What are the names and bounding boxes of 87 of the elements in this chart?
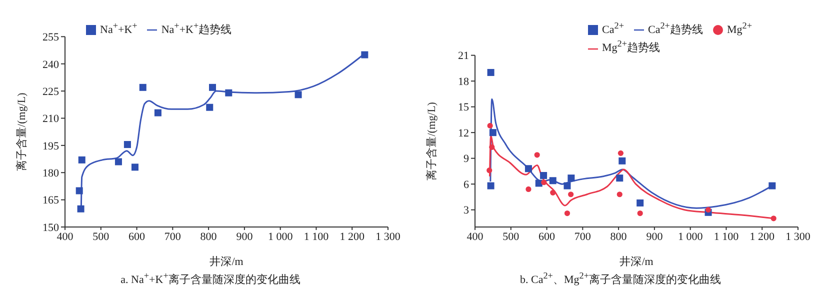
x-tick-label: 1 000 bbox=[678, 230, 704, 243]
x-tick-label: 1 200 bbox=[750, 230, 775, 243]
point bbox=[768, 182, 776, 190]
legend-label: Na$^{+}$+K$^{+}$趋势线 bbox=[161, 20, 232, 36]
point bbox=[486, 168, 492, 174]
y-tick-label: 225 bbox=[42, 86, 60, 98]
x-tick-label: 500 bbox=[92, 230, 110, 243]
y-tick-label: 6 bbox=[464, 178, 470, 191]
y-tick-label: 18 bbox=[458, 76, 470, 88]
point bbox=[114, 158, 122, 166]
y-tick-label: 255 bbox=[42, 32, 60, 44]
x-tick-label: 1 000 bbox=[268, 230, 294, 243]
point bbox=[77, 205, 84, 212]
point bbox=[489, 144, 495, 150]
point bbox=[526, 186, 532, 192]
point bbox=[206, 104, 214, 111]
point bbox=[550, 190, 556, 196]
y-tick-label: 3 bbox=[464, 204, 470, 217]
x-tick-label: 700 bbox=[164, 230, 182, 243]
point bbox=[124, 141, 131, 148]
point bbox=[770, 216, 776, 222]
x-tick-label: 1 300 bbox=[786, 230, 811, 243]
point bbox=[568, 192, 574, 198]
point bbox=[487, 182, 494, 190]
point bbox=[540, 172, 548, 179]
point bbox=[489, 129, 496, 136]
legend-label: Mg$^{2+}$趋势线 bbox=[602, 38, 660, 54]
point bbox=[618, 157, 626, 164]
legend-label: Ca$^{2+}$趋势线 bbox=[648, 20, 703, 36]
y-tick-label: 195 bbox=[42, 140, 60, 152]
y-tick-label: 150 bbox=[42, 222, 60, 234]
y-tick-label: 12 bbox=[458, 127, 469, 140]
point bbox=[225, 89, 232, 96]
point bbox=[487, 68, 494, 76]
y-tick-label: 210 bbox=[42, 113, 60, 126]
point bbox=[564, 210, 570, 216]
x-tick-label: 600 bbox=[128, 230, 146, 243]
y-tick-label: 15 bbox=[458, 102, 470, 114]
point bbox=[568, 174, 575, 182]
x-tick-label: 1 200 bbox=[340, 230, 365, 243]
point bbox=[616, 192, 622, 198]
text: a. Na$^{+}$+K$^{+}$离子含量随深度的变化曲线 bbox=[120, 270, 300, 286]
x-tick-label: 1 100 bbox=[714, 230, 740, 243]
x-tick-label: 1 100 bbox=[304, 230, 330, 243]
x-tick-label: 600 bbox=[538, 230, 556, 243]
point bbox=[524, 165, 532, 172]
point bbox=[139, 84, 146, 91]
y-axis-title: 离子含量/(mg/L) bbox=[14, 92, 28, 171]
x-tick-label: 1 300 bbox=[376, 230, 401, 243]
point bbox=[209, 84, 216, 91]
point bbox=[618, 150, 624, 156]
point bbox=[636, 199, 644, 206]
text: b. Ca$^{2+}$、Mg$^{2+}$离子含量随深度的变化曲线 bbox=[520, 270, 721, 286]
point bbox=[541, 180, 547, 186]
x-tick-label: 700 bbox=[574, 230, 592, 243]
point bbox=[616, 174, 624, 182]
y-tick-label: 21 bbox=[458, 50, 469, 62]
point bbox=[705, 207, 712, 213]
point bbox=[154, 109, 162, 116]
legend-label: Mg$^{2+}$ bbox=[726, 20, 752, 36]
x-tick-label: 400 bbox=[466, 230, 484, 243]
point bbox=[549, 177, 556, 184]
point bbox=[534, 152, 540, 158]
y-axis-title: 离子含量/(mg/L) bbox=[424, 102, 438, 180]
x-tick-label: 400 bbox=[56, 230, 74, 243]
point bbox=[78, 156, 86, 164]
y-tick-label: 180 bbox=[42, 168, 60, 180]
x-tick-label: 500 bbox=[502, 230, 520, 243]
point bbox=[361, 51, 368, 58]
point bbox=[294, 91, 302, 98]
x-axis-title: 井深/m bbox=[620, 255, 654, 268]
legend-label: Na$^{+}$+K$^{+}$ bbox=[100, 20, 138, 36]
x-axis-title: 井深/m bbox=[210, 255, 244, 268]
y-tick-label: 240 bbox=[42, 58, 60, 71]
x-tick-label: 800 bbox=[200, 230, 218, 243]
x-tick-label: 900 bbox=[646, 230, 664, 243]
y-tick-label: 165 bbox=[42, 194, 60, 207]
y-tick-label: 9 bbox=[464, 153, 470, 166]
point bbox=[535, 180, 542, 187]
point bbox=[637, 210, 643, 216]
point bbox=[487, 122, 493, 129]
point bbox=[564, 182, 571, 190]
x-tick-label: 800 bbox=[610, 230, 628, 243]
point bbox=[76, 187, 83, 194]
legend-label: Ca$^{2+}$ bbox=[602, 20, 624, 36]
point bbox=[131, 164, 138, 171]
x-tick-label: 900 bbox=[236, 230, 254, 243]
